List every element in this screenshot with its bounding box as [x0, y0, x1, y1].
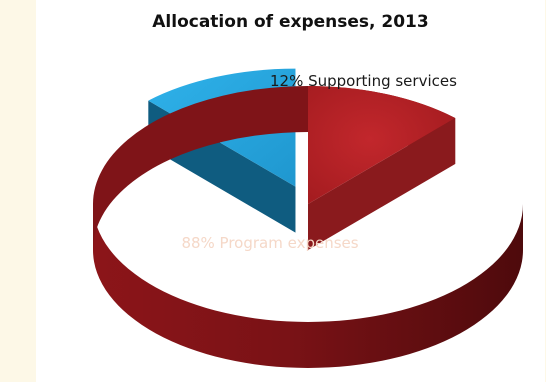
- slice-program-expenses-wall: [93, 204, 523, 368]
- slice-label-program-expenses: 88% Program expenses: [181, 234, 358, 252]
- chart-card: Allocation of expenses, 2013 88% Program…: [36, 0, 545, 382]
- slice-program-expenses-cut: [308, 117, 456, 250]
- slice-label-supporting-services: 12% Supporting services: [270, 72, 457, 90]
- chart-title: Allocation of expenses, 2013: [152, 12, 429, 32]
- slice-program-expenses: [308, 86, 456, 204]
- pie-chart: 88% Program expenses 12% Supporting servi…: [93, 68, 523, 368]
